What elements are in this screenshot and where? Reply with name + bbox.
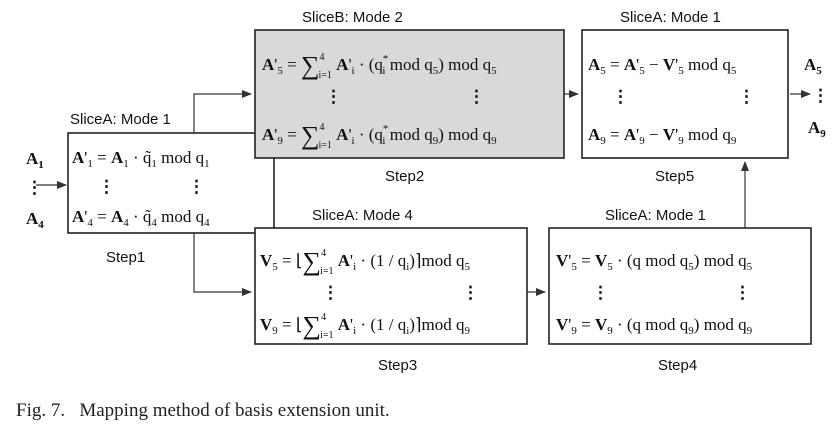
step5-block: SliceA: Mode 1 A5 = A'5 − V'5 mod q5 ⋮ ⋮… (581, 9, 789, 185)
step1-ellipsis-right: ⋮ (188, 177, 205, 196)
step2-block: SliceB: Mode 2 A'5 = ∑4 i=1 A'i · (q* i mo… (254, 9, 565, 185)
step1-ellipsis-left: ⋮ (98, 177, 115, 196)
figure-caption: Fig. 7. Mapping method of basis extensio… (16, 400, 390, 421)
step2-ellipsis-left: ⋮ (325, 87, 342, 106)
step2-eq-top: A'5 = ∑4 i=1 A'i · (q* i mod q5) mod q5 (262, 51, 497, 81)
step4-mode: SliceA: Mode 1 (605, 207, 706, 224)
step3-ellipsis-left: ⋮ (322, 283, 339, 302)
step2-eq-bottom: A'9 = ∑4 i=1 A'i · (q* i mod q9) mod q9 (262, 121, 497, 151)
step5-mode: SliceA: Mode 1 (620, 9, 721, 26)
step3-ellipsis-right: ⋮ (462, 283, 479, 302)
step3-eq-top: V5 = ⌊∑4 i=1 A'i · (1 / qi)⌉mod q5 (260, 247, 471, 277)
step2-box (254, 29, 565, 159)
output-ellipsis: ⋮ (812, 86, 829, 105)
arrow-step1-to-step3 (193, 233, 252, 296)
step1-eq-bottom: A'4 = A4 · q̃4 mod q4 (72, 207, 210, 229)
step5-eq-bottom: A9 = A'9 − V'9 mod q9 (588, 125, 737, 147)
step3-block: SliceA: Mode 4 V5 = ⌊∑4 i=1 A'i · (1 / qi… (254, 207, 528, 374)
step4-label: Step4 (658, 357, 697, 374)
step1-block: SliceA: Mode 1 A'1 = A1 · q̃1 mod q1 ⋮ ⋮… (67, 111, 275, 266)
step1-label: Step1 (106, 249, 145, 266)
step4-ellipsis-right: ⋮ (734, 283, 751, 302)
output-a9: A9 (808, 118, 826, 140)
step5-ellipsis-right: ⋮ (738, 87, 755, 106)
input-ellipsis: ⋮ (26, 178, 43, 197)
step1-box (67, 132, 275, 234)
step4-eq-top: V'5 = V5 · (q mod q5) mod q5 (556, 251, 753, 273)
step5-label: Step5 (655, 168, 694, 185)
input-labels: A1 ⋮ A4 (26, 149, 67, 231)
input-a1: A1 (26, 149, 44, 171)
step1-eq-top: A'1 = A1 · q̃1 mod q1 (72, 148, 210, 170)
step4-ellipsis-left: ⋮ (592, 283, 609, 302)
step2-mode: SliceB: Mode 2 (302, 9, 403, 26)
arrow-step1-to-step2 (193, 90, 252, 133)
step2-ellipsis-right: ⋮ (468, 87, 485, 106)
step4-eq-bottom: V'9 = V9 · (q mod q9) mod q9 (556, 315, 753, 337)
output-a5: A5 (804, 55, 822, 77)
step4-box (548, 227, 812, 345)
step5-box (581, 29, 789, 159)
step5-eq-top: A5 = A'5 − V'5 mod q5 (588, 55, 737, 77)
step3-mode: SliceA: Mode 4 (312, 207, 413, 224)
step2-label: Step2 (385, 168, 424, 185)
step5-ellipsis-left: ⋮ (612, 87, 629, 106)
output-labels: A5 ⋮ A9 (790, 55, 829, 140)
step3-eq-bottom: V9 = ⌊∑4 i=1 A'i · (1 / qi)⌉mod q9 (260, 311, 471, 341)
step3-label: Step3 (378, 357, 417, 374)
step3-box (254, 227, 528, 345)
basis-extension-diagram: A1 ⋮ A4 SliceA: Mode 1 A'1 = A1 · q̃1 mo… (26, 9, 829, 374)
step4-block: SliceA: Mode 1 V'5 = V5 · (q mod q5) mod… (548, 207, 812, 374)
step1-mode: SliceA: Mode 1 (70, 111, 171, 128)
input-a4: A4 (26, 209, 44, 231)
connectors (193, 90, 749, 296)
